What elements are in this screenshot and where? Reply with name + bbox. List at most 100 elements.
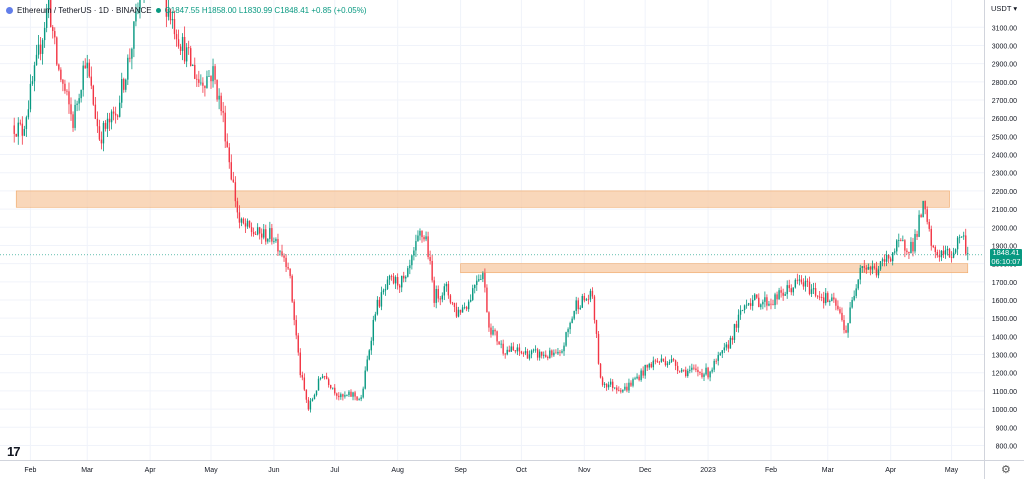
candle-body	[110, 111, 113, 123]
candle-body	[45, 9, 48, 28]
candle-body	[924, 200, 926, 210]
candle-body	[934, 247, 937, 253]
tradingview-logo-icon[interactable]: 17	[7, 444, 21, 459]
candle-body	[80, 89, 82, 99]
candle-body	[334, 387, 336, 394]
candle-body	[43, 27, 46, 41]
candle-body	[894, 251, 896, 253]
candle-body	[346, 395, 348, 396]
candle-body	[98, 126, 101, 140]
candle-body	[133, 21, 135, 49]
candle-body	[668, 361, 671, 364]
candle-body	[360, 397, 362, 400]
candle-body	[413, 250, 415, 256]
currency-button[interactable]: USDT ▾	[991, 4, 1017, 13]
candle-body	[670, 359, 673, 362]
candle-body	[246, 220, 249, 227]
candle-body	[524, 351, 527, 354]
candle-body	[875, 267, 878, 276]
gear-icon[interactable]: ⚙	[1001, 464, 1011, 476]
candle-body	[547, 356, 549, 359]
candle-body	[778, 290, 780, 300]
candle-body	[27, 109, 30, 118]
grid-lines	[0, 0, 984, 460]
candle-body	[597, 333, 600, 364]
candle-body	[563, 345, 565, 352]
candle-body	[601, 377, 604, 385]
candle-body	[526, 351, 529, 359]
candle-body	[918, 214, 920, 237]
candle-body	[307, 399, 310, 410]
candle-body	[118, 102, 121, 117]
candle-body	[792, 287, 794, 293]
support-resistance-zone	[15, 190, 950, 208]
candle-body	[206, 76, 208, 88]
candle-body	[33, 65, 36, 82]
candle-body	[449, 295, 452, 303]
candle-body	[843, 320, 845, 331]
candle-body	[739, 310, 742, 315]
candle-body	[265, 229, 267, 242]
candle-body	[687, 370, 689, 377]
candle-body	[388, 275, 391, 280]
candle-body	[340, 394, 342, 398]
candle-body	[609, 381, 612, 385]
candle-body	[766, 297, 768, 306]
candle-body	[916, 233, 918, 237]
candle-body	[230, 162, 233, 180]
x-tick-label: Nov	[578, 467, 591, 474]
candle-body	[958, 236, 961, 238]
candle-body	[646, 364, 648, 368]
candle-body	[589, 290, 592, 300]
candle-body	[285, 257, 287, 267]
candle-body	[932, 245, 934, 248]
candle-body	[557, 351, 559, 354]
candle-body	[938, 255, 941, 258]
candle-body	[960, 236, 963, 238]
candle-body	[171, 18, 174, 21]
candle-body	[291, 275, 293, 302]
candle-body	[293, 301, 295, 320]
candle-body	[794, 279, 797, 288]
bar-countdown: 06:10:07	[991, 256, 1021, 266]
y-tick-label: 1200.00	[992, 371, 1017, 378]
candle-body	[504, 353, 506, 355]
candle-body	[622, 389, 624, 392]
candle-body	[123, 78, 125, 90]
x-tick-label: Feb	[765, 467, 777, 474]
candle-body	[425, 236, 427, 240]
candle-body	[758, 297, 760, 308]
candle-body	[392, 276, 395, 284]
y-tick-label: 3000.00	[992, 43, 1017, 50]
candle-body	[252, 231, 255, 235]
candle-body	[614, 387, 616, 389]
x-tick-label: Dec	[639, 467, 652, 474]
candle-body	[423, 237, 425, 240]
candle-body	[226, 141, 228, 148]
candle-body	[902, 240, 904, 241]
candle-body	[654, 360, 657, 362]
candle-body	[508, 349, 510, 352]
candle-body	[234, 182, 237, 202]
candle-body	[906, 250, 908, 252]
candle-body	[788, 285, 790, 289]
candle-body	[185, 47, 188, 62]
candle-body	[620, 390, 622, 392]
symbol-title[interactable]: Ethereum / TetherUS · 1D · BINANCE	[17, 6, 152, 15]
candle-body	[281, 251, 283, 256]
y-tick-label: 1400.00	[992, 334, 1017, 341]
candle-body	[457, 309, 460, 317]
candle-body	[887, 254, 890, 259]
candle-body	[741, 309, 744, 311]
candle-body	[683, 369, 685, 371]
candle-body	[472, 288, 474, 300]
candle-body	[678, 370, 681, 372]
candle-body	[37, 44, 40, 55]
candle-body	[904, 240, 906, 251]
candle-body	[551, 350, 553, 356]
candle-body	[321, 376, 324, 379]
candle-body	[332, 387, 334, 389]
candle-body	[380, 292, 383, 307]
candle-body	[912, 241, 914, 252]
